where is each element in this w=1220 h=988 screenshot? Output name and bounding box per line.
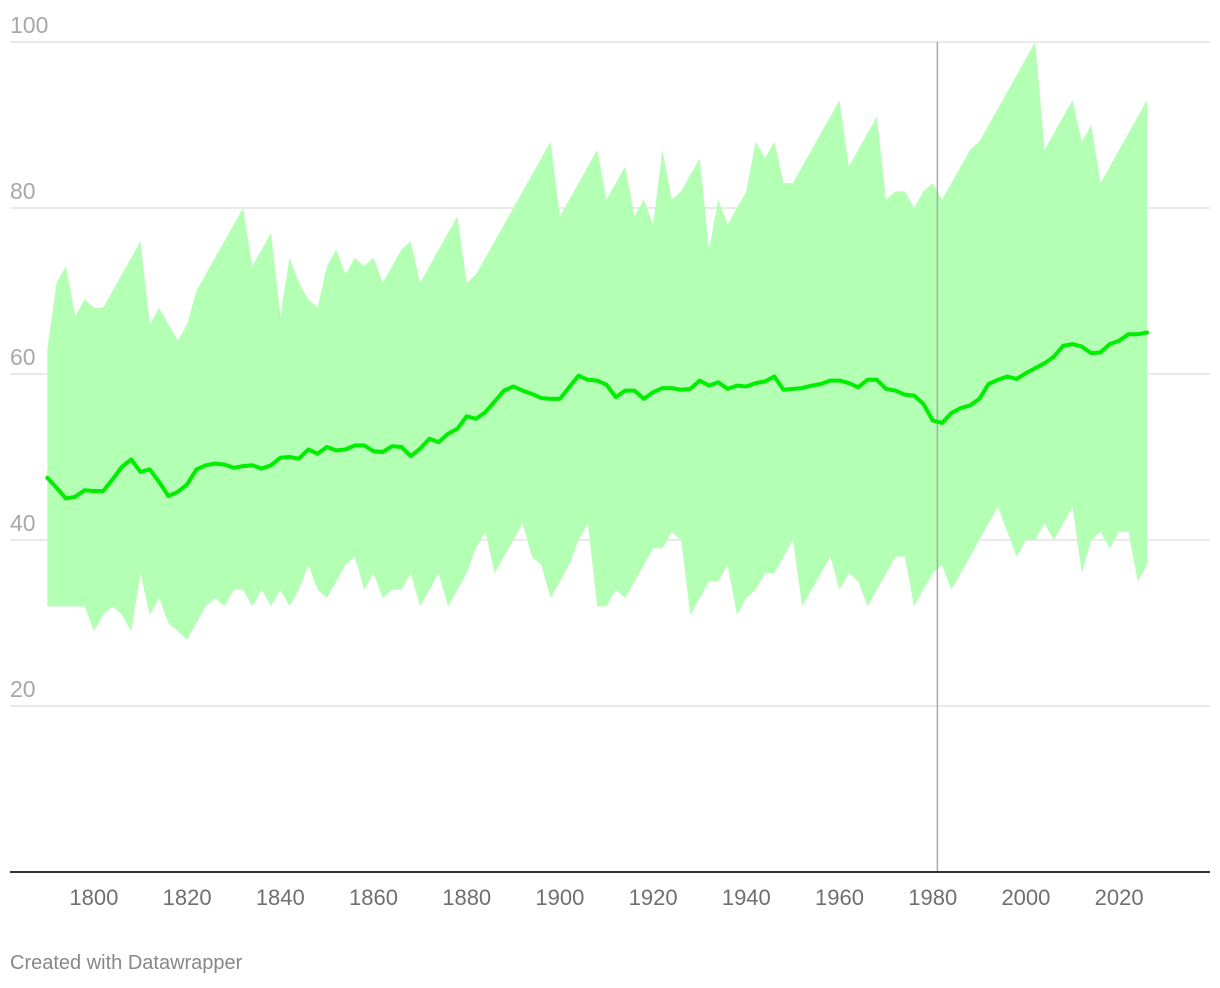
y-tick-labels: 20 40 60 80 100	[10, 12, 48, 702]
series-line-layer	[45, 330, 1150, 501]
range-band-layer	[47, 42, 1148, 640]
x-tick-label: 1980	[908, 885, 957, 910]
x-tick-label: 1800	[69, 885, 118, 910]
y-tick-label: 60	[10, 344, 36, 370]
range-band	[47, 42, 1148, 640]
x-tick-labels: 1800 1820 1840 1860 1880 1900 1920 1940 1960 1980…	[69, 885, 1143, 910]
y-tick-label: 80	[10, 178, 36, 204]
x-tick-label: 1900	[535, 885, 584, 910]
x-tick-label: 1880	[442, 885, 491, 910]
x-tick-label: 1860	[349, 885, 398, 910]
footer-credit: Created with Datawrapper	[10, 952, 243, 974]
y-tick-label: 40	[10, 510, 36, 536]
y-tick-label: 20	[10, 676, 36, 702]
x-tick-label: 1840	[256, 885, 305, 910]
x-tick-label: 1820	[163, 885, 212, 910]
x-tick-label: 2020	[1095, 885, 1144, 910]
x-tick-label: 1920	[629, 885, 678, 910]
x-tick-label: 1960	[815, 885, 864, 910]
series-line	[45, 330, 1150, 501]
x-tick-label: 2000	[1001, 885, 1050, 910]
x-tick-label: 1940	[722, 885, 771, 910]
y-tick-label: 100	[10, 12, 48, 38]
